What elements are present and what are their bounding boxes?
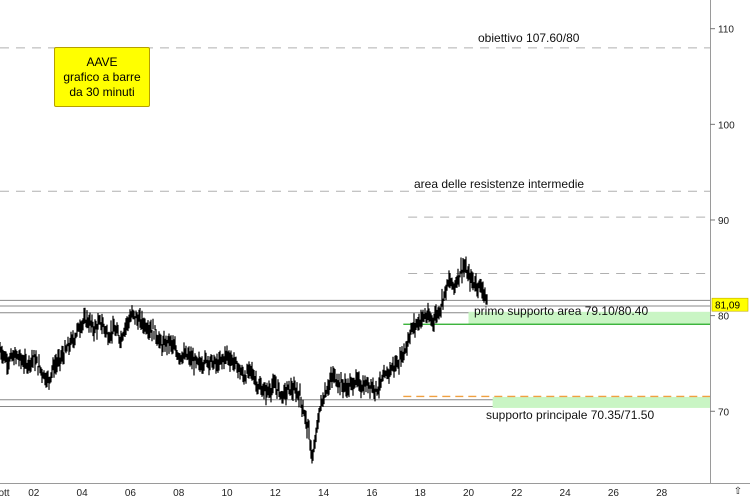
chart-title-box: AAVE grafico a barre da 30 minuti [54, 47, 150, 107]
ohlc-bars [0, 256, 488, 464]
support-zones [403, 311, 710, 408]
x-tick-label-02: 02 [28, 488, 40, 499]
title-line-2: grafico a barre [63, 69, 141, 84]
label-resistenze: area delle resistenze intermedie [414, 177, 584, 191]
x-tick-label-06: 06 [125, 488, 137, 499]
x-tick-label-04: 04 [77, 488, 89, 499]
label-obiettivo: obiettivo 107.60/80 [478, 31, 580, 45]
annotations: obiettivo 107.60/80 area delle resistenze… [414, 31, 654, 422]
y-tick-label-100: 100 [718, 120, 735, 131]
y-tick-label-110: 110 [718, 25, 734, 36]
support-zone-1 [492, 396, 710, 408]
x-tick-label-14: 14 [318, 488, 330, 499]
x-tick-label-ott: ott [0, 488, 10, 499]
label-supporto-principale: supporto principale 70.35/71.50 [486, 408, 654, 422]
x-tick-label-10: 10 [221, 488, 233, 499]
x-tick-label-26: 26 [608, 488, 620, 499]
x-tick-label-18: 18 [415, 488, 427, 499]
y-tick-label-80: 80 [718, 312, 730, 323]
x-tick-label-16: 16 [366, 488, 378, 499]
title-line-3: da 30 minuti [69, 84, 135, 99]
scroll-up-icon: ⇧ [734, 486, 742, 497]
x-tick-label-22: 22 [511, 488, 523, 499]
x-tick-label-24: 24 [560, 488, 572, 499]
label-primo-supporto: primo supporto area 79.10/80.40 [474, 304, 648, 318]
x-tick-label-28: 28 [656, 488, 668, 499]
title-line-1: AAVE [86, 54, 118, 69]
x-tick-label-08: 08 [173, 488, 185, 499]
last-price-box [711, 297, 749, 312]
last-price-label: 81,09 [715, 301, 740, 312]
x-tick-label-12: 12 [270, 488, 282, 499]
y-tick-label-90: 90 [718, 216, 730, 227]
x-tick-label-20: 20 [463, 488, 475, 499]
price-bars [0, 256, 488, 464]
y-tick-label-70: 70 [718, 407, 730, 418]
support-zone-0 [468, 311, 710, 325]
